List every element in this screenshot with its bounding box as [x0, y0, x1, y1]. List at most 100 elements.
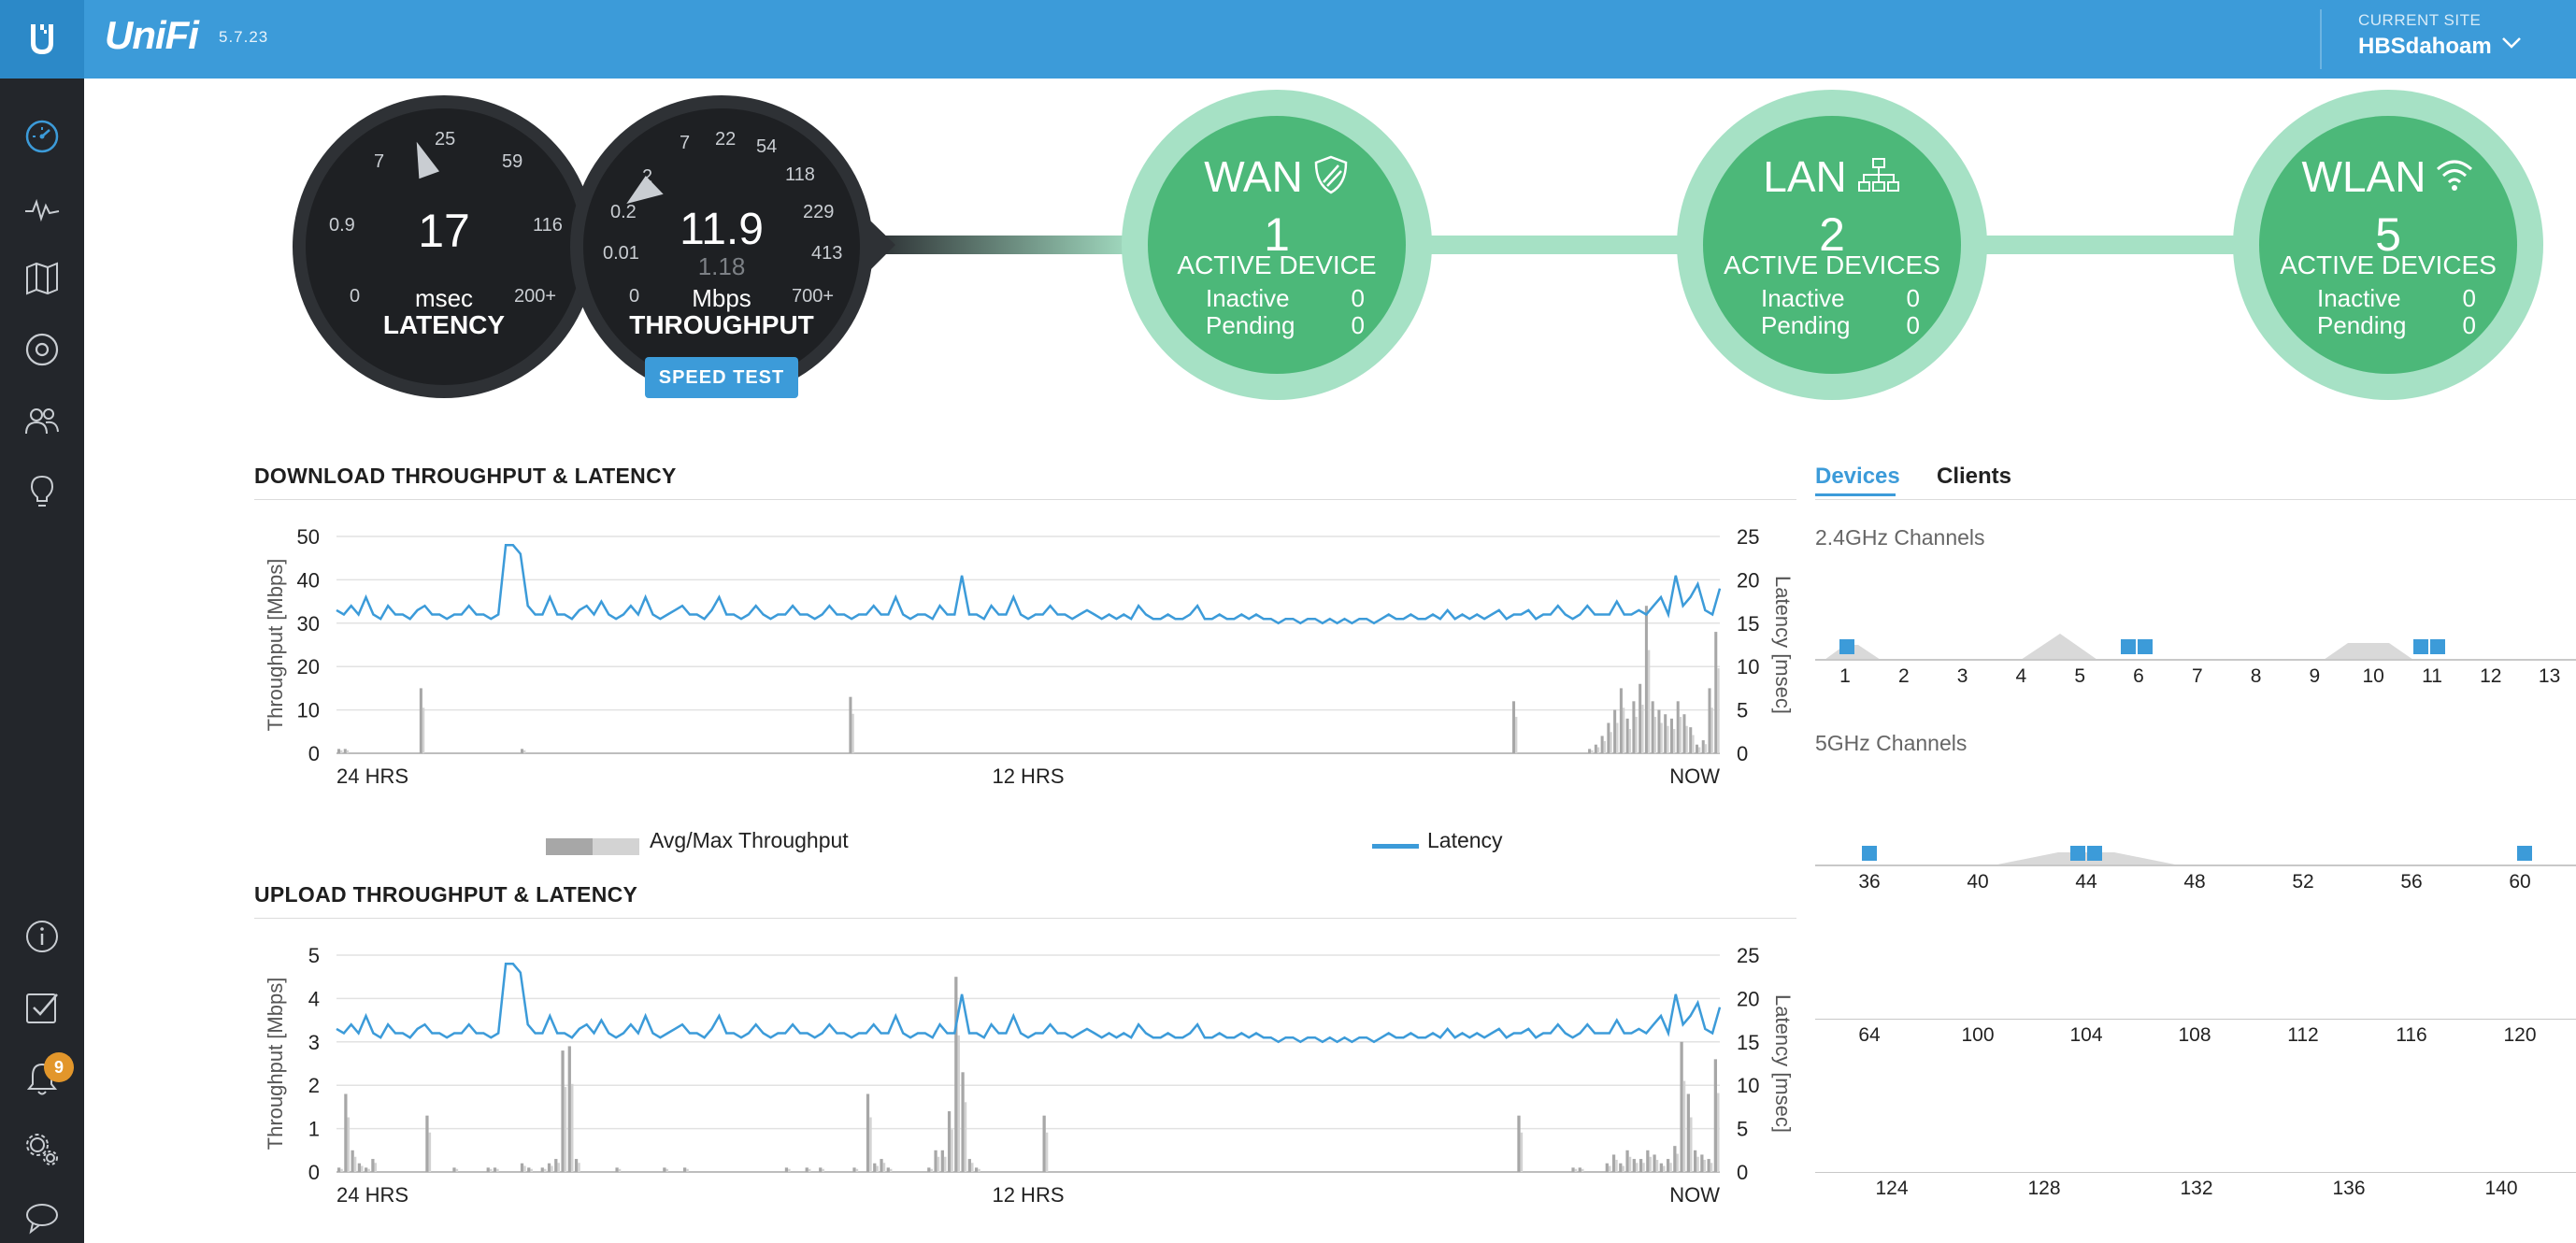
device-marker[interactable] — [2430, 639, 2445, 654]
y2-tick-label: 5 — [1737, 699, 1748, 722]
wan-pending-count: 0 — [1351, 311, 1365, 339]
channel-5-label: 48 — [2183, 871, 2206, 893]
throughput-bar — [1619, 1163, 1623, 1172]
chat-icon[interactable] — [16, 1191, 68, 1243]
lan-inactive-label: Inactive — [1761, 284, 1845, 312]
device-marker[interactable] — [2413, 639, 2428, 654]
tab-devices[interactable]: Devices — [1815, 464, 1900, 489]
channel-24-label: 7 — [2191, 665, 2203, 687]
throughput-max-bar — [340, 750, 343, 753]
throughput-max-bar — [1515, 717, 1518, 753]
throughput-max-bar — [564, 1087, 567, 1172]
y2-tick-label: 15 — [1737, 612, 1759, 636]
throughput-bar — [1669, 718, 1673, 753]
device-marker[interactable] — [2087, 846, 2102, 861]
throughput-label: THROUGHPUT — [629, 310, 814, 339]
sidebar: 9 — [0, 79, 84, 1243]
throughput-bar — [947, 1111, 952, 1172]
device-marker[interactable] — [2070, 846, 2085, 861]
throughput-max-bar — [1608, 1165, 1611, 1172]
latency-tick: 200+ — [514, 286, 557, 307]
throughput-bar — [1689, 727, 1693, 753]
channel-5-label: 52 — [2292, 871, 2314, 893]
throughput-max-bar — [1692, 735, 1695, 753]
current-site-caption: CURRENT SITE — [2358, 11, 2482, 29]
wlan-inactive-count: 0 — [2462, 284, 2476, 312]
throughput-max-bar — [1610, 732, 1612, 753]
throughput-max-bar — [1703, 1160, 1707, 1172]
y-tick-label: 50 — [297, 525, 320, 549]
device-marker[interactable] — [2138, 639, 2153, 654]
throughput-bar — [452, 1167, 456, 1172]
throughput-bar — [547, 1163, 551, 1172]
channel-24-label: 1 — [1839, 665, 1851, 687]
site-selector[interactable]: HBSdahoam — [2358, 34, 2492, 59]
alerts-badge: 9 — [44, 1052, 74, 1082]
throughput-bar — [1673, 1146, 1677, 1172]
dashboard-icon[interactable] — [16, 110, 68, 163]
wan-pending-label: Pending — [1206, 311, 1295, 339]
throughput-max-bar — [1581, 1168, 1584, 1172]
throughput-max-bar — [855, 1168, 859, 1172]
throughput-bar — [954, 977, 958, 1172]
x-tick-label: 12 HRS — [992, 764, 1064, 788]
tab-devices-underline — [1815, 493, 1896, 496]
info-icon[interactable] — [16, 910, 68, 963]
throughput-bar — [1613, 709, 1617, 753]
throughput-bar — [974, 1167, 979, 1172]
throughput-bar — [1611, 1154, 1616, 1172]
channel-5-label: 108 — [2178, 1024, 2211, 1046]
ubiquiti-logo[interactable] — [0, 0, 84, 79]
y2-tick-label: 5 — [1737, 1118, 1748, 1141]
throughput-max-bar — [1672, 729, 1676, 753]
channel-24-label: 12 — [2480, 665, 2502, 687]
channel-5-label: 100 — [1961, 1024, 1995, 1046]
throughput-max-bar — [1710, 707, 1713, 753]
insights-icon[interactable] — [16, 465, 68, 518]
band-24-title: 2.4GHz Channels — [1815, 525, 1985, 550]
chevron-down-icon[interactable] — [2501, 36, 2522, 50]
throughput-bar — [554, 1159, 558, 1172]
latency-tick: 7 — [374, 151, 385, 172]
map-icon[interactable] — [16, 252, 68, 305]
device-marker[interactable] — [2121, 639, 2136, 654]
throughput-max-bar — [1520, 1132, 1524, 1172]
throughput-bar — [1701, 740, 1705, 753]
speed-test-button[interactable]: SPEED TEST — [645, 357, 798, 398]
legend-throughput-label: Avg/Max Throughput — [650, 828, 849, 852]
settings-icon[interactable] — [16, 1123, 68, 1176]
throughput-bar — [1625, 1150, 1629, 1172]
throughput-max-bar — [937, 1156, 940, 1172]
channel-5-label: 120 — [2503, 1024, 2537, 1046]
devices-icon[interactable] — [16, 323, 68, 376]
channel-24-label: 9 — [2309, 665, 2321, 687]
channel-5-label: 36 — [1858, 871, 1881, 893]
throughput-max-bar — [665, 1168, 669, 1172]
device-marker[interactable] — [1862, 846, 1877, 861]
tasks-icon[interactable] — [16, 981, 68, 1034]
throughput-bar — [520, 749, 524, 753]
throughput-bar — [1659, 1163, 1663, 1172]
throughput-bar — [574, 1159, 579, 1172]
throughput-bar — [615, 1167, 619, 1172]
throughput-max-bar — [1616, 722, 1619, 753]
throughput-tick: 0.01 — [603, 243, 639, 264]
throughput-max-bar — [1596, 747, 1600, 753]
throughput-bar — [1700, 1154, 1704, 1172]
throughput-bar — [1644, 606, 1648, 753]
clients-icon[interactable] — [16, 394, 68, 447]
throughput-bar — [337, 1167, 341, 1172]
channel-24-label: 10 — [2362, 665, 2384, 687]
device-marker[interactable] — [2517, 846, 2532, 861]
tab-clients[interactable]: Clients — [1937, 464, 2012, 489]
throughput-bar — [886, 1167, 890, 1172]
throughput-bar — [1653, 1154, 1656, 1172]
throughput-bar — [419, 688, 422, 753]
device-marker[interactable] — [1839, 639, 1854, 654]
statistics-icon[interactable] — [16, 183, 68, 236]
channel-5-label: 64 — [1858, 1024, 1881, 1046]
channel-24-label: 3 — [1956, 665, 1968, 687]
y-tick-label: 30 — [297, 612, 320, 636]
lan-count: 2 — [1819, 208, 1845, 261]
lan-header: LAN — [1701, 151, 1963, 202]
